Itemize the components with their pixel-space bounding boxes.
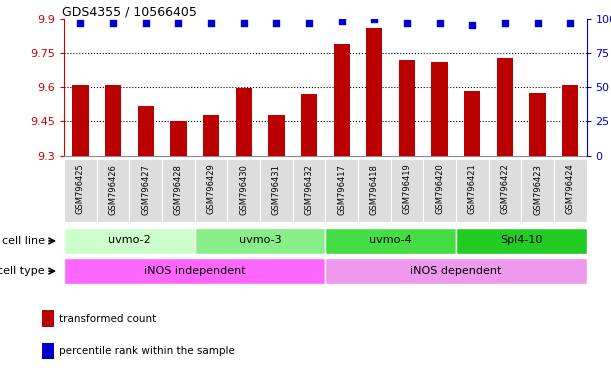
FancyBboxPatch shape [195, 159, 227, 222]
Text: iNOS dependent: iNOS dependent [410, 266, 502, 276]
Bar [268, 115, 285, 156]
Text: GSM796432: GSM796432 [304, 164, 313, 215]
Text: GSM796425: GSM796425 [76, 164, 85, 215]
Text: GSM796422: GSM796422 [500, 164, 510, 215]
Point [435, 20, 445, 26]
Bar [42, 343, 54, 359]
FancyBboxPatch shape [97, 159, 130, 222]
Text: transformed count: transformed count [59, 314, 156, 324]
Text: uvmo-2: uvmo-2 [108, 235, 151, 245]
Bar [203, 115, 219, 156]
Text: uvmo-4: uvmo-4 [369, 235, 412, 245]
Point [271, 20, 281, 26]
FancyBboxPatch shape [195, 228, 325, 254]
Point [533, 20, 543, 26]
Bar [301, 94, 317, 156]
Text: GSM796430: GSM796430 [240, 164, 248, 215]
Bar [105, 85, 122, 156]
Text: GDS4355 / 10566405: GDS4355 / 10566405 [62, 5, 196, 18]
Point [108, 20, 118, 26]
FancyBboxPatch shape [456, 228, 587, 254]
FancyBboxPatch shape [293, 159, 325, 222]
Point [370, 16, 379, 22]
FancyBboxPatch shape [423, 159, 456, 222]
Text: GSM796418: GSM796418 [370, 164, 379, 215]
Bar [464, 91, 480, 156]
Bar [72, 85, 89, 156]
Text: GSM796423: GSM796423 [533, 164, 542, 215]
Point [467, 22, 477, 28]
Bar [431, 62, 448, 156]
Bar [42, 310, 54, 327]
Text: GSM796419: GSM796419 [403, 164, 411, 215]
Bar [334, 44, 350, 156]
Point [402, 20, 412, 26]
Text: GSM796421: GSM796421 [468, 164, 477, 215]
FancyBboxPatch shape [358, 159, 390, 222]
Text: iNOS independent: iNOS independent [144, 266, 246, 276]
FancyBboxPatch shape [390, 159, 423, 222]
Bar [497, 58, 513, 156]
FancyBboxPatch shape [554, 159, 587, 222]
FancyBboxPatch shape [64, 258, 325, 284]
FancyBboxPatch shape [162, 159, 195, 222]
FancyBboxPatch shape [521, 159, 554, 222]
FancyBboxPatch shape [64, 159, 97, 222]
Text: GSM796420: GSM796420 [435, 164, 444, 215]
Bar [236, 88, 252, 156]
FancyBboxPatch shape [260, 159, 293, 222]
Text: uvmo-3: uvmo-3 [239, 235, 282, 245]
Text: GSM796417: GSM796417 [337, 164, 346, 215]
FancyBboxPatch shape [489, 159, 521, 222]
Text: percentile rank within the sample: percentile rank within the sample [59, 346, 235, 356]
Text: GSM796426: GSM796426 [109, 164, 118, 215]
Bar [562, 85, 579, 156]
Point [304, 20, 314, 26]
Point [500, 20, 510, 26]
Bar [366, 28, 382, 156]
Bar [529, 93, 546, 156]
FancyBboxPatch shape [64, 228, 195, 254]
Text: cell line: cell line [2, 236, 45, 246]
FancyBboxPatch shape [325, 258, 587, 284]
Text: GSM796429: GSM796429 [207, 164, 216, 215]
Text: GSM796424: GSM796424 [566, 164, 575, 215]
Point [174, 20, 183, 26]
Text: Spl4-10: Spl4-10 [500, 235, 543, 245]
FancyBboxPatch shape [325, 228, 456, 254]
Point [565, 20, 575, 26]
Text: GSM796431: GSM796431 [272, 164, 281, 215]
Point [337, 18, 346, 24]
Bar [170, 121, 186, 156]
FancyBboxPatch shape [456, 159, 489, 222]
Text: cell type: cell type [0, 266, 45, 276]
FancyBboxPatch shape [325, 159, 358, 222]
FancyBboxPatch shape [130, 159, 162, 222]
Point [141, 20, 151, 26]
Text: GSM796427: GSM796427 [141, 164, 150, 215]
Bar [137, 106, 154, 156]
FancyBboxPatch shape [227, 159, 260, 222]
Text: GSM796428: GSM796428 [174, 164, 183, 215]
Bar [399, 60, 415, 156]
Point [206, 20, 216, 26]
Point [239, 20, 249, 26]
Point [76, 20, 86, 26]
